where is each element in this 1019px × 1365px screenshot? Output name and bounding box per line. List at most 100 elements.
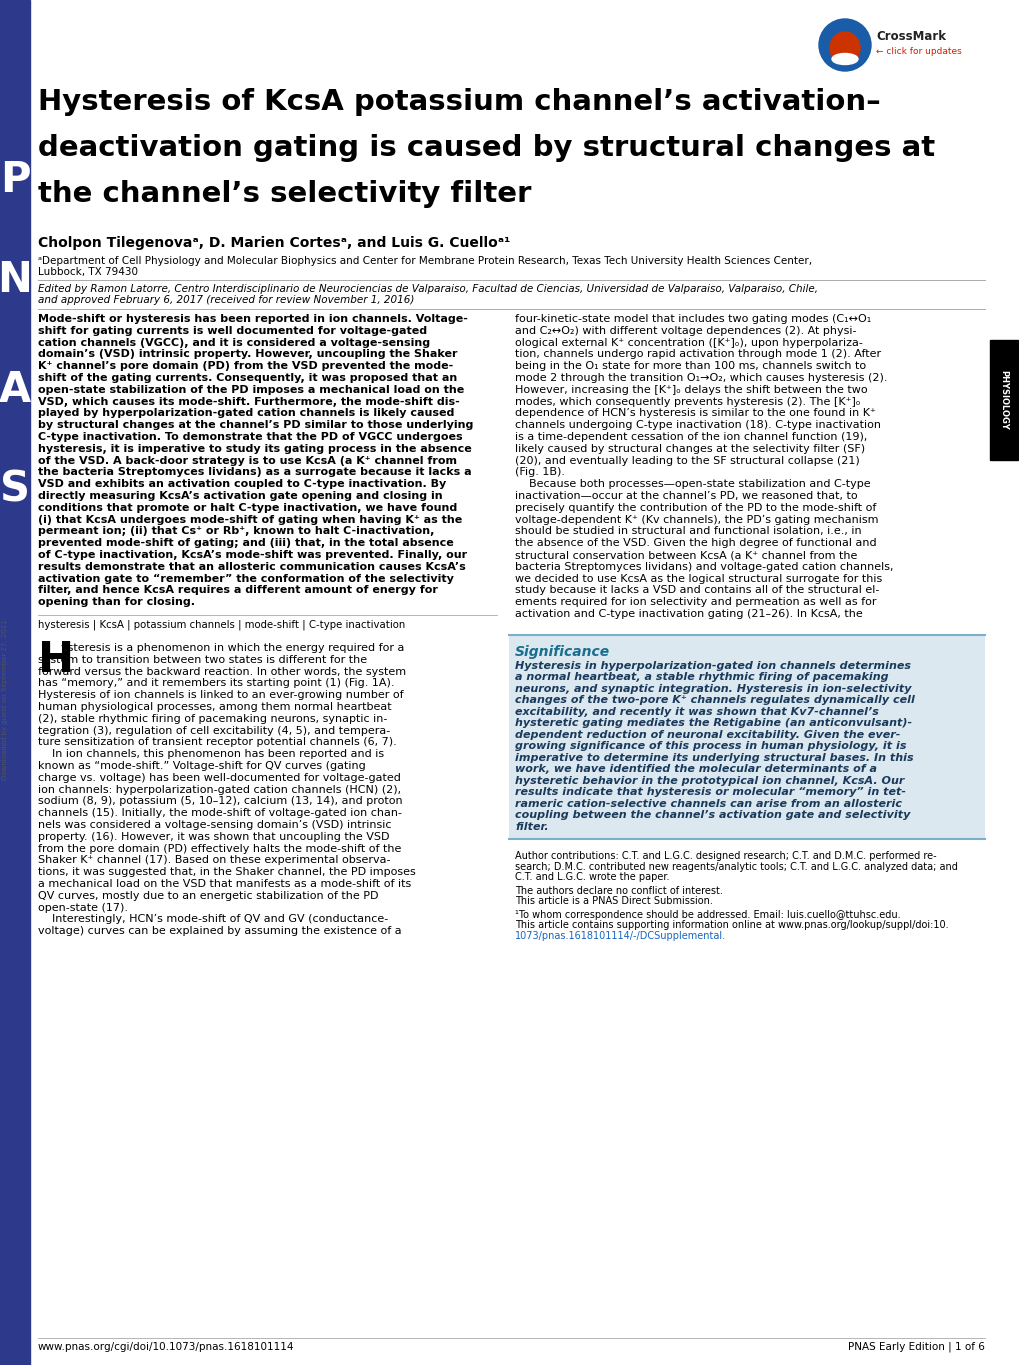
Text: structural conservation between KcsA (a K⁺ channel from the: structural conservation between KcsA (a … (515, 550, 857, 560)
Text: ← click for updates: ← click for updates (875, 48, 961, 56)
Text: ion channels: hyperpolarization-gated cation channels (HCN) (2),: ion channels: hyperpolarization-gated ca… (38, 785, 400, 794)
Text: the bacteria Streptomyces lividans) as a surrogate because it lacks a: the bacteria Streptomyces lividans) as a… (38, 467, 471, 478)
Text: results indicate that hysteresis or molecular “memory” in tet-: results indicate that hysteresis or mole… (515, 788, 905, 797)
Text: Significance: Significance (515, 644, 609, 659)
Text: cation channels (VGCC), and it is considered a voltage-sensing: cation channels (VGCC), and it is consid… (38, 337, 430, 348)
Text: Because both processes—open-state stabilization and C-type: Because both processes—open-state stabil… (515, 479, 870, 489)
Text: CrossMark: CrossMark (875, 30, 945, 42)
Text: www.pnas.org/cgi/doi/10.1073/pnas.1618101114: www.pnas.org/cgi/doi/10.1073/pnas.161810… (38, 1342, 294, 1351)
Text: N: N (0, 259, 33, 302)
Bar (0, 0, 30, 1365)
Text: of the VSD. A back-door strategy is to use KcsA (a K⁺ channel from: of the VSD. A back-door strategy is to u… (38, 456, 457, 465)
Text: from the pore domain (PD) effectively halts the mode-shift of the: from the pore domain (PD) effectively ha… (38, 844, 401, 853)
Text: voltage-dependent K⁺ (Kv channels), the PD’s gating mechanism: voltage-dependent K⁺ (Kv channels), the … (515, 515, 877, 524)
Text: dependent reduction of neuronal excitability. Given the ever-: dependent reduction of neuronal excitabi… (515, 730, 900, 740)
Text: of C-type inactivation, KcsA’s mode-shift was prevented. Finally, our: of C-type inactivation, KcsA’s mode-shif… (38, 550, 467, 560)
Text: work, we have identified the molecular determinants of a: work, we have identified the molecular d… (515, 764, 876, 774)
Text: ological external K⁺ concentration ([K⁺]ₒ), upon hyperpolariza-: ological external K⁺ concentration ([K⁺]… (515, 337, 862, 348)
Text: channels (15). Initially, the mode-shift of voltage-gated ion chan-: channels (15). Initially, the mode-shift… (38, 808, 401, 818)
Text: (i) that KcsA undergoes mode-shift of gating when having K⁺ as the: (i) that KcsA undergoes mode-shift of ga… (38, 515, 462, 524)
Text: hysteretic gating mediates the Retigabine (an anticonvulsant)-: hysteretic gating mediates the Retigabin… (515, 718, 911, 729)
Text: and C₂↔O₂) with different voltage dependences (2). At physi-: and C₂↔O₂) with different voltage depend… (515, 326, 856, 336)
Text: system to transition between two states is different for the: system to transition between two states … (38, 655, 367, 665)
Text: Cholpon Tilegenovaᵃ, D. Marien Cortesᵃ, and Luis G. Cuelloᵃ¹: Cholpon Tilegenovaᵃ, D. Marien Cortesᵃ, … (38, 236, 510, 250)
Text: changes of the two-pore K⁺ channels regulates dynamically cell: changes of the two-pore K⁺ channels regu… (515, 695, 914, 706)
Text: PNAS Early Edition | 1 of 6: PNAS Early Edition | 1 of 6 (847, 1342, 984, 1353)
Text: K⁺ channel’s pore domain (PD) from the VSD prevented the mode-: K⁺ channel’s pore domain (PD) from the V… (38, 362, 452, 371)
Text: VSD, which causes its mode-shift. Furthermore, the mode-shift dis-: VSD, which causes its mode-shift. Furthe… (38, 397, 460, 407)
Text: prevented mode-shift of gating; and (iii) that, in the total absence: prevented mode-shift of gating; and (iii… (38, 538, 453, 549)
Text: conditions that promote or halt C-type inactivation, we have found: conditions that promote or halt C-type i… (38, 502, 457, 513)
Text: deactivation gating is caused by structural changes at: deactivation gating is caused by structu… (38, 134, 934, 162)
Text: Hysteresis of KcsA potassium channel’s activation–: Hysteresis of KcsA potassium channel’s a… (38, 87, 879, 116)
Text: S: S (0, 470, 30, 511)
Text: being in the O₁ state for more than 100 ms, channels switch to: being in the O₁ state for more than 100 … (515, 362, 865, 371)
Text: C-type inactivation. To demonstrate that the PD of VGCC undergoes: C-type inactivation. To demonstrate that… (38, 431, 463, 442)
Text: open-state (17).: open-state (17). (38, 902, 127, 913)
Text: Hysteresis in hyperpolarization-gated ion channels determines: Hysteresis in hyperpolarization-gated io… (515, 661, 910, 670)
Text: Hysteresis of ion channels is linked to an ever-growing number of: Hysteresis of ion channels is linked to … (38, 691, 404, 700)
Text: PHYSIOLOGY: PHYSIOLOGY (999, 370, 1008, 430)
Text: dependence of HCN’s hysteresis is similar to the one found in K⁺: dependence of HCN’s hysteresis is simila… (515, 408, 875, 419)
Text: is a time-dependent cessation of the ion channel function (19),: is a time-dependent cessation of the ion… (515, 431, 866, 442)
Bar (508, 635, 984, 839)
Text: forward versus the backward reaction. In other words, the system: forward versus the backward reaction. In… (38, 666, 406, 677)
Text: likely caused by structural changes at the selectivity filter (SF): likely caused by structural changes at t… (515, 444, 864, 453)
Text: (Fig. 1B).: (Fig. 1B). (515, 467, 565, 478)
Text: should be studied in structural and functional isolation, i.e., in: should be studied in structural and func… (515, 527, 861, 536)
Text: ysteresis is a phenomenon in which the energy required for a: ysteresis is a phenomenon in which the e… (61, 643, 404, 652)
Text: C.T. and L.G.C. wrote the paper.: C.T. and L.G.C. wrote the paper. (515, 872, 668, 882)
Text: Edited by Ramon Latorre, Centro Interdisciplinario de Neurociencias de Valparais: Edited by Ramon Latorre, Centro Interdis… (38, 284, 817, 293)
Text: open-state stabilization of the PD imposes a mechanical load on the: open-state stabilization of the PD impos… (38, 385, 464, 394)
Ellipse shape (829, 31, 859, 64)
Text: study because it lacks a VSD and contains all of the structural el-: study because it lacks a VSD and contain… (515, 586, 878, 595)
Text: has “memory,” and it remembers its starting point (1) (Fig. 1A).: has “memory,” and it remembers its start… (38, 678, 394, 688)
Ellipse shape (832, 53, 857, 64)
Text: ᵃDepartment of Cell Physiology and Molecular Biophysics and Center for Membrane : ᵃDepartment of Cell Physiology and Molec… (38, 257, 811, 266)
Text: tion, channels undergo rapid activation through mode 1 (2). After: tion, channels undergo rapid activation … (515, 349, 880, 359)
Text: charge vs. voltage) has been well-documented for voltage-gated: charge vs. voltage) has been well-docume… (38, 773, 400, 782)
Text: Interestingly, HCN’s mode-shift of QV and GV (conductance-: Interestingly, HCN’s mode-shift of QV an… (38, 915, 388, 924)
Text: filter, and hence KcsA requires a different amount of energy for: filter, and hence KcsA requires a differ… (38, 586, 437, 595)
Text: ements required for ion selectivity and permeation as well as for: ements required for ion selectivity and … (515, 598, 875, 607)
Text: permeant ion; (ii) that Cs⁺ or Rb⁺, known to halt C-inactivation,: permeant ion; (ii) that Cs⁺ or Rb⁺, know… (38, 527, 434, 536)
Text: a normal heartbeat, a stable rhythmic firing of pacemaking: a normal heartbeat, a stable rhythmic fi… (515, 673, 888, 682)
Text: activation gate to “remember” the conformation of the selectivity: activation gate to “remember” the confor… (38, 573, 453, 584)
Text: excitability, and recently it was shown that Kv7-channel’s: excitability, and recently it was shown … (515, 707, 878, 717)
Bar (989, 340, 1017, 460)
Text: coupling between the channel’s activation gate and selectivity: coupling between the channel’s activatio… (515, 811, 910, 820)
Text: ¹To whom correspondence should be addressed. Email: luis.cuello@ttuhsc.edu.: ¹To whom correspondence should be addres… (515, 910, 900, 920)
Text: shift for gating currents is well documented for voltage-gated: shift for gating currents is well docume… (38, 326, 427, 336)
Text: directly measuring KcsA’s activation gate opening and closing in: directly measuring KcsA’s activation gat… (38, 491, 442, 501)
Ellipse shape (818, 19, 870, 71)
Text: growing significance of this process in human physiology, it is: growing significance of this process in … (515, 741, 906, 751)
Text: tegration (3), regulation of cell excitability (4, 5), and tempera-: tegration (3), regulation of cell excita… (38, 726, 390, 736)
Text: H: H (38, 639, 74, 681)
Text: Shaker K⁺ channel (17). Based on these experimental observa-: Shaker K⁺ channel (17). Based on these e… (38, 856, 390, 865)
Text: inactivation—occur at the channel’s PD, we reasoned that, to: inactivation—occur at the channel’s PD, … (515, 491, 857, 501)
Text: a mechanical load on the VSD that manifests as a mode-shift of its: a mechanical load on the VSD that manife… (38, 879, 411, 889)
Text: Lubbock, TX 79430: Lubbock, TX 79430 (38, 268, 138, 277)
Text: This article is a PNAS Direct Submission.: This article is a PNAS Direct Submission… (515, 897, 712, 906)
Text: ture sensitization of transient receptor potential channels (6, 7).: ture sensitization of transient receptor… (38, 737, 396, 748)
Text: P: P (0, 158, 31, 201)
Text: and approved February 6, 2017 (received for review November 1, 2016): and approved February 6, 2017 (received … (38, 295, 414, 304)
Text: filter.: filter. (515, 822, 548, 831)
Text: voltage) curves can be explained by assuming the existence of a: voltage) curves can be explained by assu… (38, 927, 401, 936)
Text: imperative to determine its underlying structural bases. In this: imperative to determine its underlying s… (515, 753, 913, 763)
Text: search; D.M.C. contributed new reagents/analytic tools; C.T. and L.G.C. analyzed: search; D.M.C. contributed new reagents/… (515, 861, 957, 872)
Text: hysteretic behavior in the prototypical ion channel, KcsA. Our: hysteretic behavior in the prototypical … (515, 775, 904, 786)
Text: Mode-shift or hysteresis has been reported in ion channels. Voltage-: Mode-shift or hysteresis has been report… (38, 314, 468, 324)
Text: by structural changes at the channel’s PD similar to those underlying: by structural changes at the channel’s P… (38, 420, 473, 430)
Text: sodium (8, 9), potassium (5, 10–12), calcium (13, 14), and proton: sodium (8, 9), potassium (5, 10–12), cal… (38, 796, 403, 807)
Text: In ion channels, this phenomenon has been reported and is: In ion channels, this phenomenon has bee… (38, 749, 384, 759)
Text: activation and C-type inactivation gating (21–26). In KcsA, the: activation and C-type inactivation gatin… (515, 609, 862, 618)
Text: domain’s (VSD) intrinsic property. However, uncoupling the Shaker: domain’s (VSD) intrinsic property. Howev… (38, 349, 458, 359)
Text: hysteresis, it is imperative to study its gating process in the absence: hysteresis, it is imperative to study it… (38, 444, 472, 453)
Text: channels undergoing C-type inactivation (18). C-type inactivation: channels undergoing C-type inactivation … (515, 420, 880, 430)
Text: tions, it was suggested that, in the Shaker channel, the PD imposes: tions, it was suggested that, in the Sha… (38, 867, 416, 878)
Text: played by hyperpolarization-gated cation channels is likely caused: played by hyperpolarization-gated cation… (38, 408, 453, 419)
Text: However, increasing the [K⁺]ₒ delays the shift between the two: However, increasing the [K⁺]ₒ delays the… (515, 385, 867, 394)
Text: the absence of the VSD. Given the high degree of functional and: the absence of the VSD. Given the high d… (515, 538, 875, 549)
Text: human physiological processes, among them normal heartbeat: human physiological processes, among the… (38, 702, 391, 713)
